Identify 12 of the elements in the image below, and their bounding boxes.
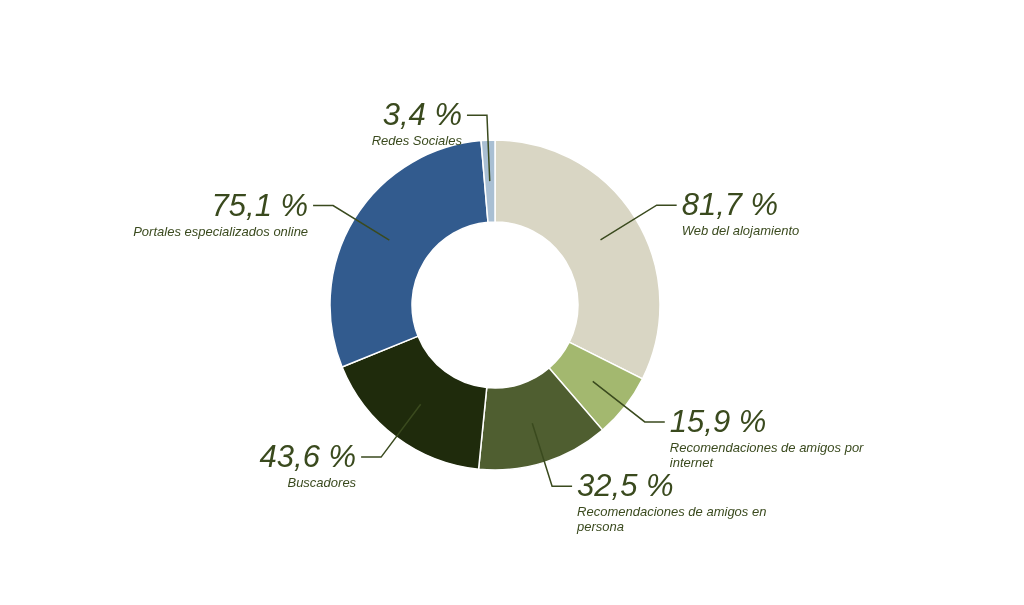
data-label: 43,6 % xyxy=(259,439,357,475)
slice-label: Portales especializados online xyxy=(133,223,309,239)
data-label: 32,5 % xyxy=(577,468,674,504)
slice-label: Buscadores xyxy=(287,475,357,491)
slice-label: Redes Sociales xyxy=(371,133,463,149)
data-label: 81,7 % xyxy=(681,187,779,223)
slice-label: Recomendaciones de amigos por internet xyxy=(669,439,865,470)
data-label: 3,4 % xyxy=(382,97,462,133)
slice-label: Recomendaciones de amigos en persona xyxy=(576,504,767,535)
data-label: 15,9 % xyxy=(669,403,767,439)
data-label: 75,1 % xyxy=(211,187,309,223)
slice-label: Web del alojamiento xyxy=(681,223,800,239)
